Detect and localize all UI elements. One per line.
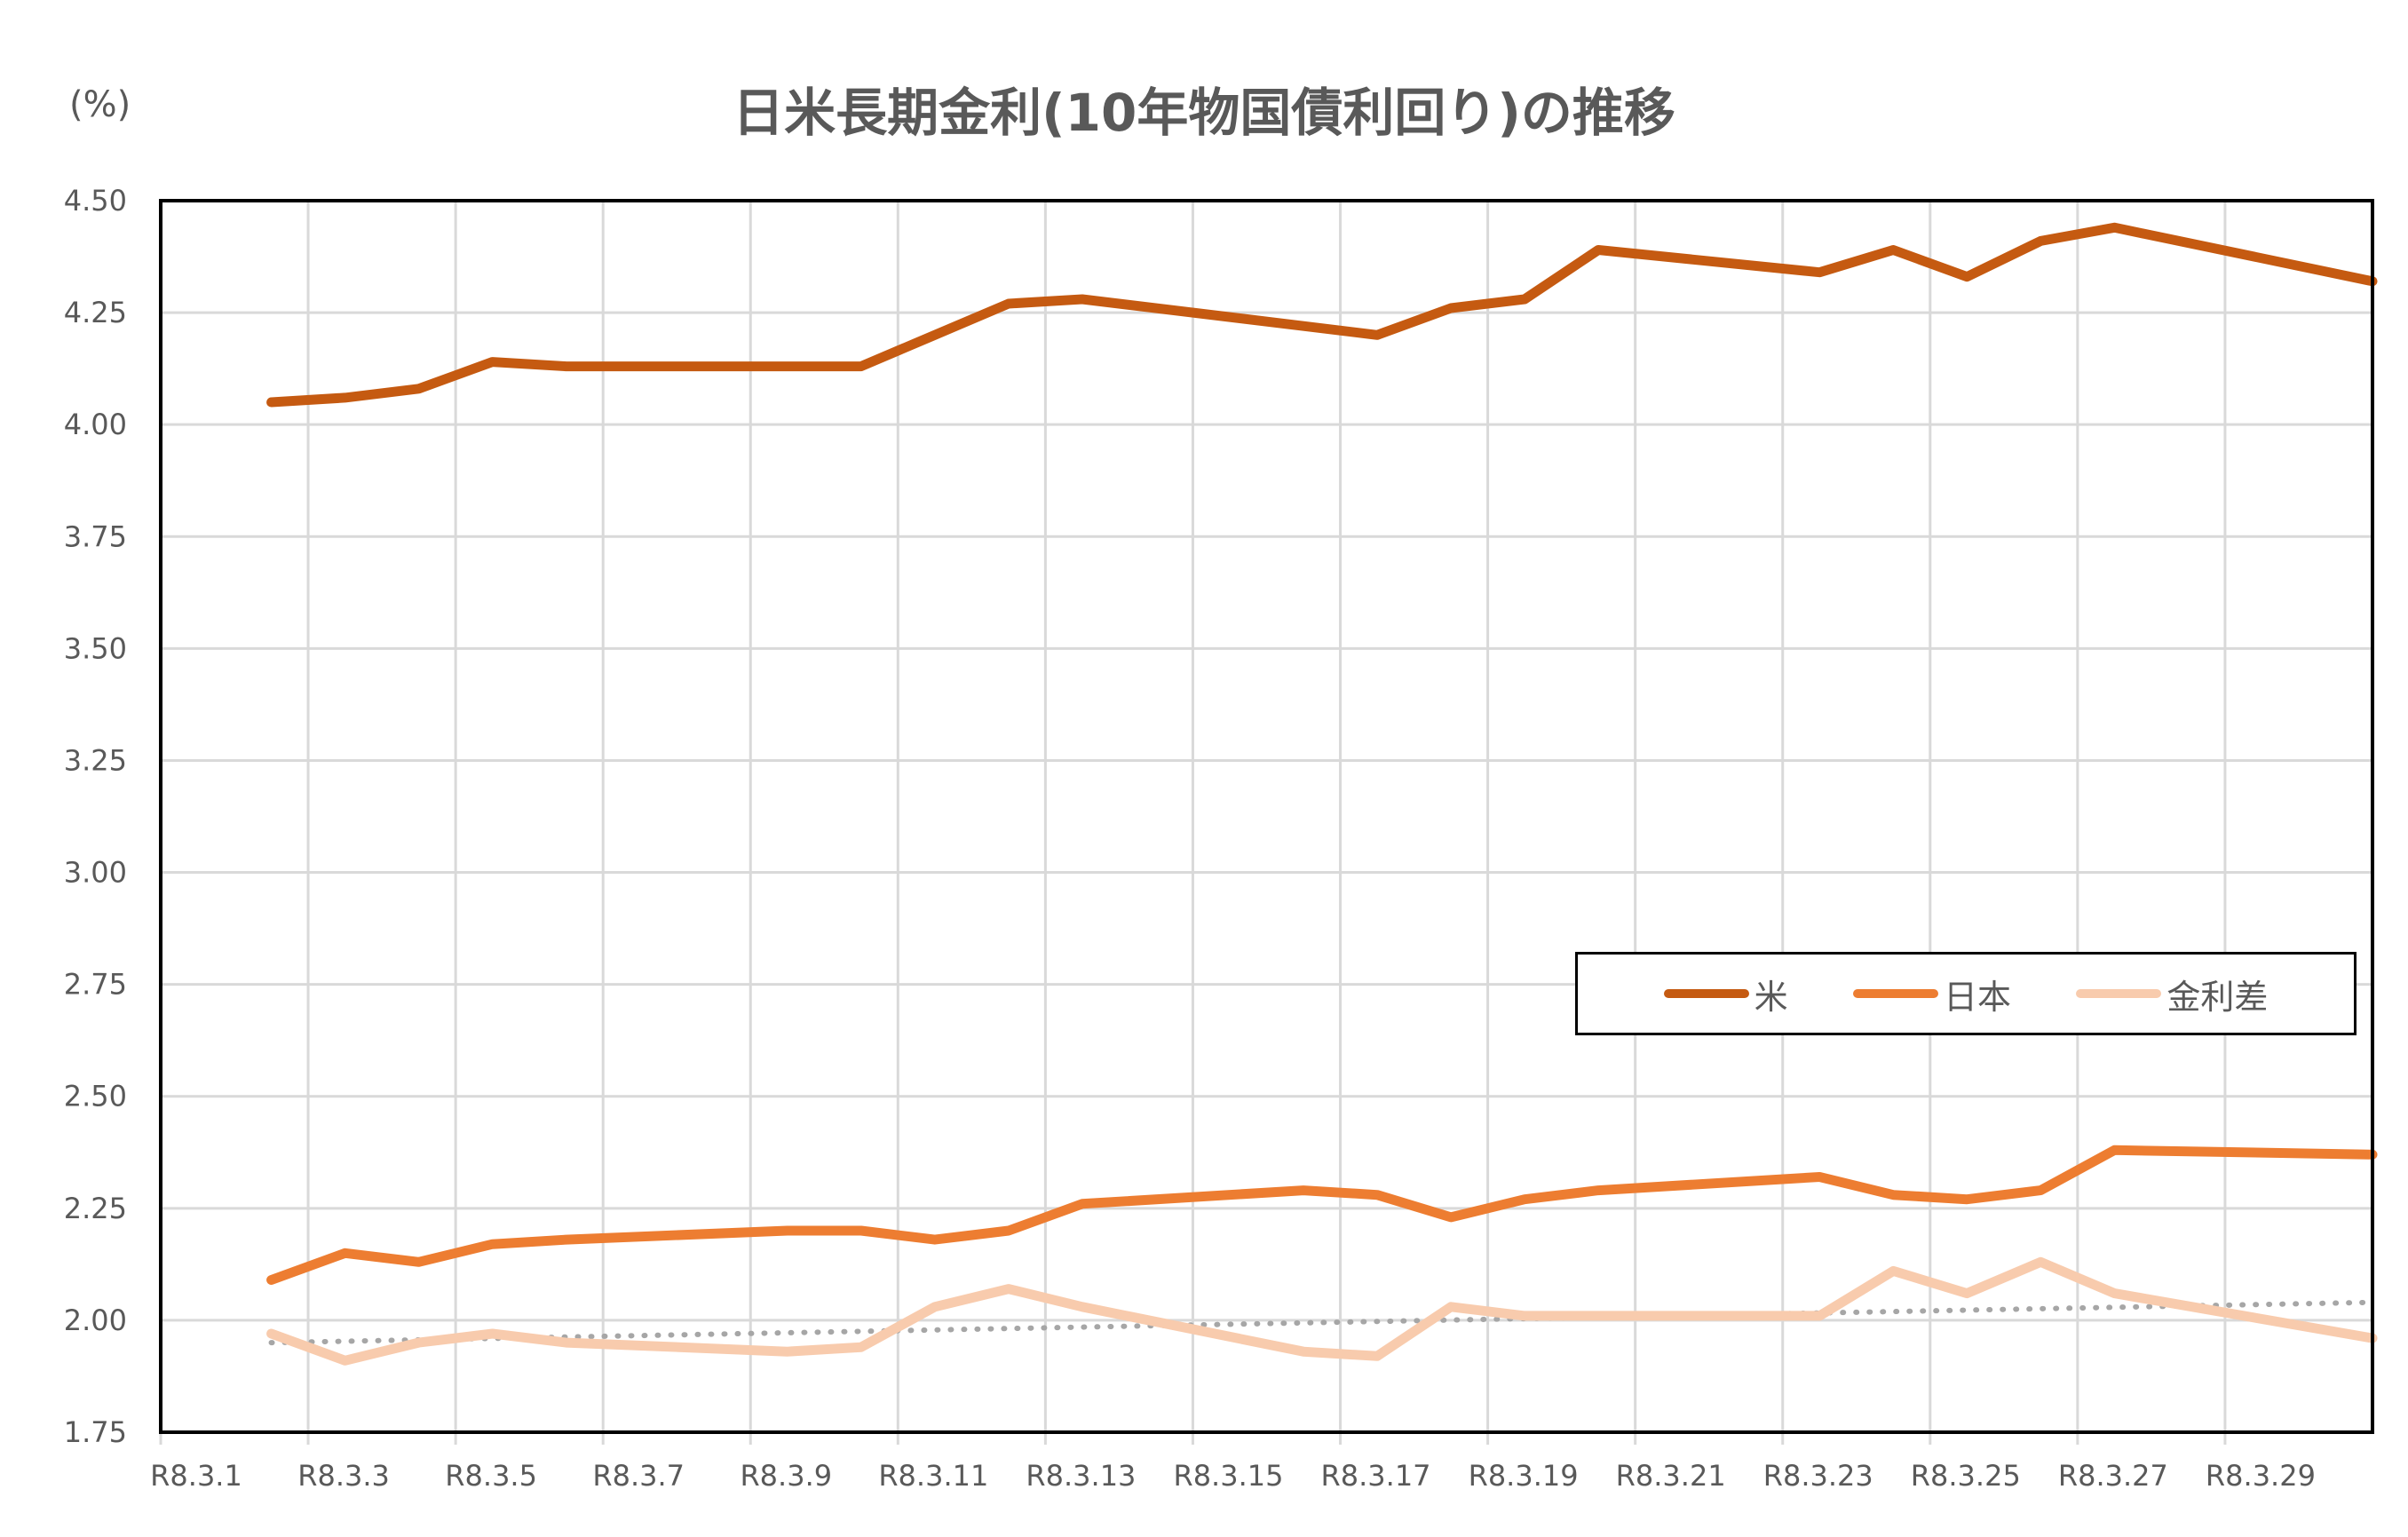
x-tick-label: R8.3.15: [1173, 1459, 1283, 1493]
y-tick-label: 4.00: [64, 408, 127, 441]
y-tick-label: 3.00: [64, 856, 127, 890]
x-tick-label: R8.3.9: [740, 1459, 832, 1493]
x-tick-label: R8.3.21: [1616, 1459, 1726, 1493]
legend-label: 日本: [1943, 977, 2011, 1017]
legend-swatch-spread: [2076, 989, 2162, 998]
y-axis-unit-label: (%): [69, 84, 131, 125]
x-tick-label: R8.3.29: [2206, 1459, 2316, 1493]
legend: 米 日本 金利差: [1575, 952, 2357, 1035]
series-line-2: [266, 1256, 2378, 1366]
legend-item-us[interactable]: 米: [1663, 970, 1788, 1018]
x-tick-label: R8.3.13: [1026, 1459, 1136, 1493]
y-tick-label: 4.25: [64, 296, 127, 329]
legend-item-japan[interactable]: 日本: [1852, 970, 2011, 1018]
series-line-0: [266, 222, 2378, 408]
x-tick-label: R8.3.19: [1469, 1459, 1579, 1493]
y-tick-label: 2.75: [64, 968, 127, 1002]
legend-swatch-us: [1663, 989, 1749, 998]
x-axis-ticks: R8.3.1 R8.3.3 R8.3.5 R8.3.7 R8.3.9 R8.3.11 R8.…: [150, 1459, 2316, 1493]
y-tick-label: 1.75: [64, 1415, 127, 1449]
legend-label: 米: [1754, 977, 1788, 1017]
x-tick-label: R8.3.27: [2058, 1459, 2168, 1493]
legend-label: 金利差: [2166, 977, 2269, 1017]
spread-trendline: [268, 1299, 2375, 1346]
legend-item-spread[interactable]: 金利差: [2076, 970, 2268, 1018]
y-tick-label: 3.50: [64, 631, 127, 665]
y-tick-label: 2.25: [64, 1192, 127, 1225]
x-tick-label: R8.3.25: [1911, 1459, 2021, 1493]
y-axis-ticks: 4.50 4.25 4.00 3.75 3.50 3.25 3.00 2.75 2.50 2.25…: [64, 184, 127, 1449]
legend-swatch-japan: [1852, 989, 1938, 998]
x-tick-label: R8.3.11: [878, 1459, 988, 1493]
y-tick-label: 2.50: [64, 1080, 127, 1113]
x-tick-label: R8.3.5: [445, 1459, 537, 1493]
x-tick-label: R8.3.17: [1321, 1459, 1431, 1493]
series-line-1: [266, 1145, 2378, 1285]
y-tick-label: 2.00: [64, 1303, 127, 1337]
x-tick-label: R8.3.1: [150, 1459, 242, 1493]
y-tick-label: 3.75: [64, 519, 127, 553]
x-tick-label: R8.3.23: [1763, 1459, 1873, 1493]
y-tick-label: 4.50: [64, 184, 127, 218]
x-tick-label: R8.3.3: [297, 1459, 390, 1493]
plot-area-border: [159, 199, 2374, 1434]
chart-title: 日米長期金利(10年物国債利回り)の推移: [733, 83, 1675, 143]
trendline: [268, 1299, 2375, 1346]
series-lines: [266, 222, 2378, 1366]
x-tick-label: R8.3.7: [592, 1459, 685, 1493]
y-tick-label: 3.25: [64, 743, 127, 777]
